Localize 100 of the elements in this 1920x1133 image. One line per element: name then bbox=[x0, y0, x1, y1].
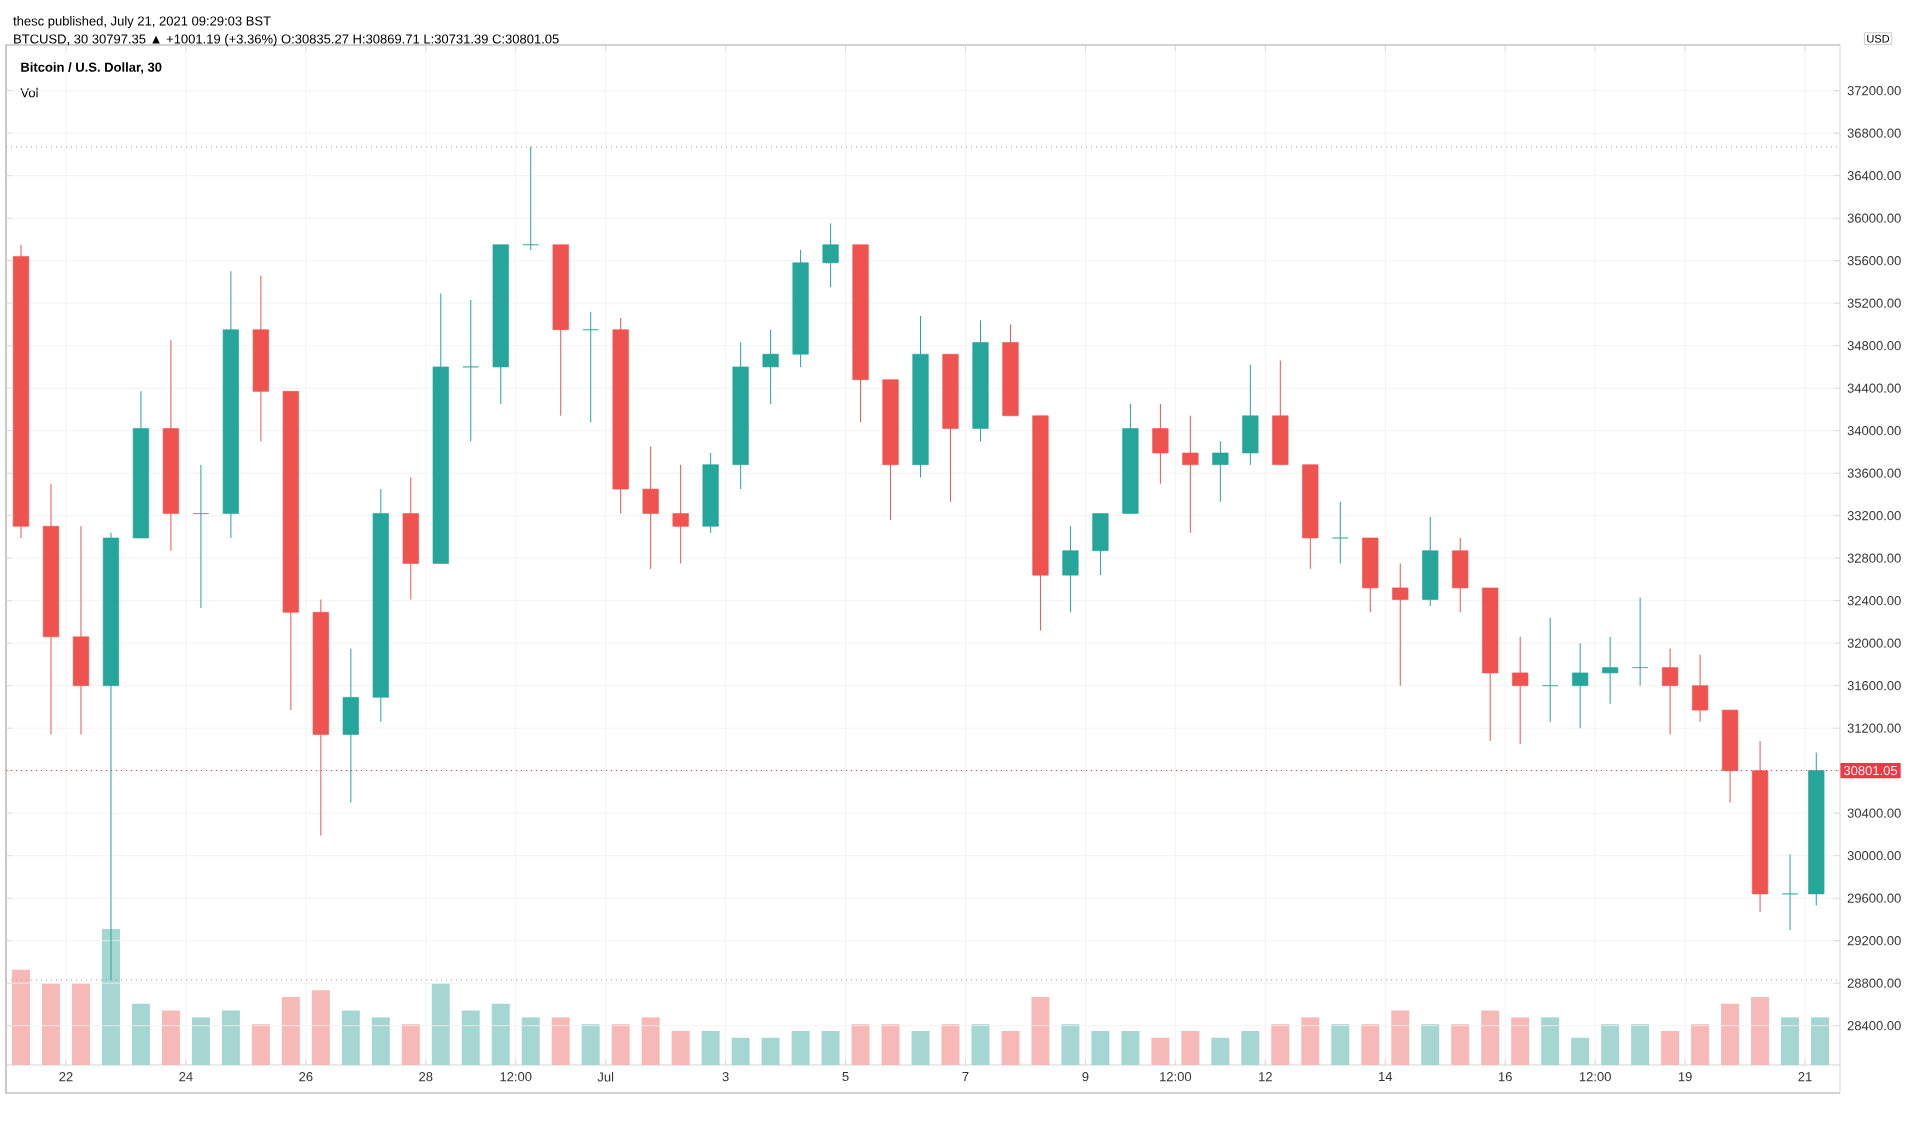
candlestick bbox=[1212, 440, 1229, 503]
y-tick-label: 35200.00 bbox=[1847, 298, 1901, 308]
bar bbox=[1301, 1017, 1320, 1065]
candlestick bbox=[762, 329, 779, 405]
bar bbox=[1541, 1017, 1560, 1065]
bar bbox=[1571, 1037, 1590, 1065]
bar bbox=[671, 1030, 690, 1065]
y-tick-label: 28800.00 bbox=[1847, 978, 1901, 988]
bar bbox=[1031, 996, 1050, 1065]
bar bbox=[821, 1030, 840, 1065]
x-tick-label: 24 bbox=[179, 1072, 193, 1082]
candlestick bbox=[1572, 642, 1589, 729]
candlestick bbox=[1662, 647, 1679, 736]
x-tick-label: 16 bbox=[1498, 1072, 1512, 1082]
y-tick-label: 36800.00 bbox=[1847, 128, 1901, 138]
candlestick bbox=[672, 464, 689, 564]
bar bbox=[881, 1024, 900, 1065]
bar bbox=[461, 1010, 480, 1065]
candlestick bbox=[822, 222, 839, 288]
x-tick-label: 12:00 bbox=[1579, 1072, 1611, 1082]
y-tick-label: 31600.00 bbox=[1847, 681, 1901, 691]
y-tick-label: 37200.00 bbox=[1847, 86, 1901, 96]
bar bbox=[1211, 1037, 1230, 1065]
y-tick-label: 32400.00 bbox=[1847, 596, 1901, 606]
x-tick-label: 22 bbox=[59, 1072, 73, 1082]
candlestick bbox=[462, 299, 479, 442]
y-tick-label: 30400.00 bbox=[1847, 808, 1901, 818]
candlestick bbox=[1392, 562, 1409, 687]
bar bbox=[1121, 1030, 1140, 1065]
bar bbox=[161, 1010, 180, 1065]
y-tick-label: 34000.00 bbox=[1847, 426, 1901, 436]
candlestick bbox=[1632, 596, 1649, 687]
bar bbox=[551, 1017, 570, 1065]
chart-title: Vol bbox=[20, 87, 38, 98]
x-tick-label: 14 bbox=[1379, 1072, 1393, 1081]
bar bbox=[521, 1017, 540, 1065]
bar bbox=[1331, 1024, 1350, 1065]
bar bbox=[1451, 1024, 1470, 1065]
x-tick-label: 7 bbox=[962, 1072, 969, 1081]
y-tick-label: 30000.00 bbox=[1847, 851, 1901, 861]
y-tick-label: 31200.00 bbox=[1847, 723, 1901, 733]
x-tick-label: 19 bbox=[1678, 1072, 1692, 1082]
y-tick-label: 28400.00 bbox=[1847, 1021, 1901, 1031]
bar bbox=[251, 1024, 270, 1065]
bar bbox=[1751, 996, 1770, 1065]
candlestick bbox=[1332, 501, 1349, 564]
bar bbox=[1631, 1024, 1650, 1065]
candlestick bbox=[1542, 617, 1559, 723]
y-tick-label: 34400.00 bbox=[1847, 383, 1901, 393]
bar bbox=[221, 1010, 240, 1065]
bar bbox=[101, 928, 120, 1065]
x-tick-label: 26 bbox=[299, 1072, 313, 1082]
bar bbox=[1511, 1017, 1530, 1065]
bar bbox=[1001, 1030, 1020, 1065]
x-tick-label: 21 bbox=[1798, 1072, 1812, 1082]
y-tick-label: 33200.00 bbox=[1847, 511, 1901, 521]
x-tick-label: 3 bbox=[722, 1072, 729, 1082]
bar bbox=[401, 1024, 420, 1065]
bar bbox=[12, 969, 30, 1065]
bar bbox=[341, 1010, 360, 1065]
bar bbox=[1691, 1024, 1710, 1065]
candlestick bbox=[522, 146, 539, 251]
bar bbox=[911, 1030, 930, 1065]
text: thesc published, July 21, 2021 09:29:03 BST bbox=[13, 16, 271, 29]
candlestick bbox=[582, 311, 599, 423]
y-axis-title: USD bbox=[1867, 34, 1890, 43]
x-tick-label: 12:00 bbox=[500, 1072, 532, 1082]
bar bbox=[1361, 1024, 1380, 1065]
bar bbox=[701, 1030, 720, 1065]
y-tick-label: 36400.00 bbox=[1847, 171, 1901, 181]
bar bbox=[731, 1037, 750, 1065]
bar bbox=[971, 1024, 990, 1065]
bar bbox=[131, 1003, 150, 1065]
y-tick-label: 32000.00 bbox=[1847, 638, 1901, 648]
bar bbox=[431, 983, 450, 1065]
bar bbox=[1271, 1024, 1290, 1065]
bar bbox=[611, 1024, 630, 1065]
bar bbox=[491, 1003, 510, 1065]
candlestick bbox=[192, 464, 209, 609]
bar bbox=[791, 1030, 810, 1065]
y-tick-label: 36000.00 bbox=[1847, 213, 1901, 223]
bar bbox=[1151, 1037, 1170, 1065]
ref-line-label: 30801.05 bbox=[1843, 765, 1898, 776]
bar bbox=[1181, 1030, 1200, 1065]
x-tick-label: 28 bbox=[419, 1072, 433, 1082]
y-tick-label: 29200.00 bbox=[1847, 936, 1901, 946]
bar bbox=[1421, 1024, 1440, 1065]
bar bbox=[1481, 1010, 1500, 1065]
y-tick-label: 32800.00 bbox=[1847, 553, 1901, 563]
y-tick-label: 35600.00 bbox=[1847, 256, 1901, 266]
x-tick-label: 12:00 bbox=[1160, 1072, 1192, 1082]
x-tick-label: 9 bbox=[1082, 1072, 1089, 1082]
bar bbox=[191, 1017, 210, 1065]
x-tick-label: 5 bbox=[842, 1072, 849, 1082]
bar bbox=[71, 983, 90, 1065]
bar bbox=[851, 1024, 870, 1065]
text: Bitcoin / U.S. Dollar, 30 bbox=[21, 62, 162, 74]
bar bbox=[281, 996, 300, 1065]
bar bbox=[1811, 1017, 1830, 1065]
bar bbox=[1391, 1010, 1410, 1065]
